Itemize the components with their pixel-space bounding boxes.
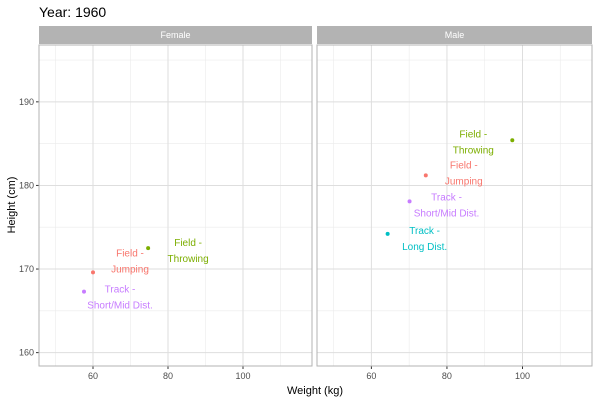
y-tick-label: 170 [19, 264, 34, 274]
data-point [407, 199, 412, 204]
data-label-line: Jumping [445, 176, 483, 187]
x-tick-label: 80 [442, 371, 452, 381]
data-point [423, 173, 428, 178]
facet-strip [317, 26, 592, 44]
data-label: Field - Throwing [453, 129, 494, 156]
data-label-line: Field - [174, 238, 202, 249]
data-point [146, 246, 151, 251]
panel-male: Male 60 80 100 Field - Throwing Field - Jumping… [316, 26, 593, 381]
data-label: Track - Long Dist. [402, 226, 447, 253]
data-label-line: Short/Mid Dist. [87, 301, 153, 312]
data-label-line: Short/Mid Dist. [414, 208, 480, 219]
data-label-line: Field - [459, 129, 487, 140]
data-label-line: Track - [431, 192, 462, 203]
panel-border [316, 44, 593, 367]
x-tick-label: 100 [515, 371, 530, 381]
x-axis-label: Weight (kg) [287, 385, 343, 397]
facet-strip [39, 26, 312, 44]
x-tick-label: 60 [88, 371, 98, 381]
y-tick-label: 160 [19, 348, 34, 358]
facet-strip-label: Male [445, 30, 465, 40]
chart-title: Year: 1960 [39, 4, 106, 20]
x-tick-label: 100 [235, 371, 250, 381]
data-label-line: Track - [409, 226, 440, 237]
data-label-line: Throwing [453, 145, 494, 156]
data-point [91, 270, 95, 275]
data-label: Field - Throwing [168, 238, 209, 265]
y-tick-label: 190 [19, 97, 34, 107]
panel-border [38, 44, 313, 367]
data-label: Track - Short/Mid Dist. [414, 192, 480, 219]
data-label-line: Track - [105, 285, 136, 296]
data-point [385, 231, 390, 236]
panel-female: Female 60 80 100 160 170 180 190 Field - Jumping T… [19, 26, 313, 381]
data-label-line: Field - [450, 160, 478, 171]
panels: Female 60 80 100 160 170 180 190 Field - Jumping T… [19, 26, 593, 381]
x-tick-label: 60 [366, 371, 376, 381]
facet-strip-label: Female [160, 30, 190, 40]
data-label: Track - Short/Mid Dist. [87, 285, 153, 312]
data-label-line: Throwing [168, 254, 209, 265]
x-tick-label: 80 [163, 371, 173, 381]
data-label-line: Field - [116, 248, 144, 259]
data-point [510, 138, 515, 143]
data-point [82, 289, 86, 294]
data-label-line: Jumping [111, 264, 149, 275]
data-label-line: Long Dist. [402, 242, 447, 253]
data-label: Field - Jumping [111, 248, 149, 275]
y-axis-label: Height (cm) [6, 177, 18, 234]
y-tick-label: 180 [19, 180, 34, 190]
data-label: Field - Jumping [445, 160, 483, 187]
